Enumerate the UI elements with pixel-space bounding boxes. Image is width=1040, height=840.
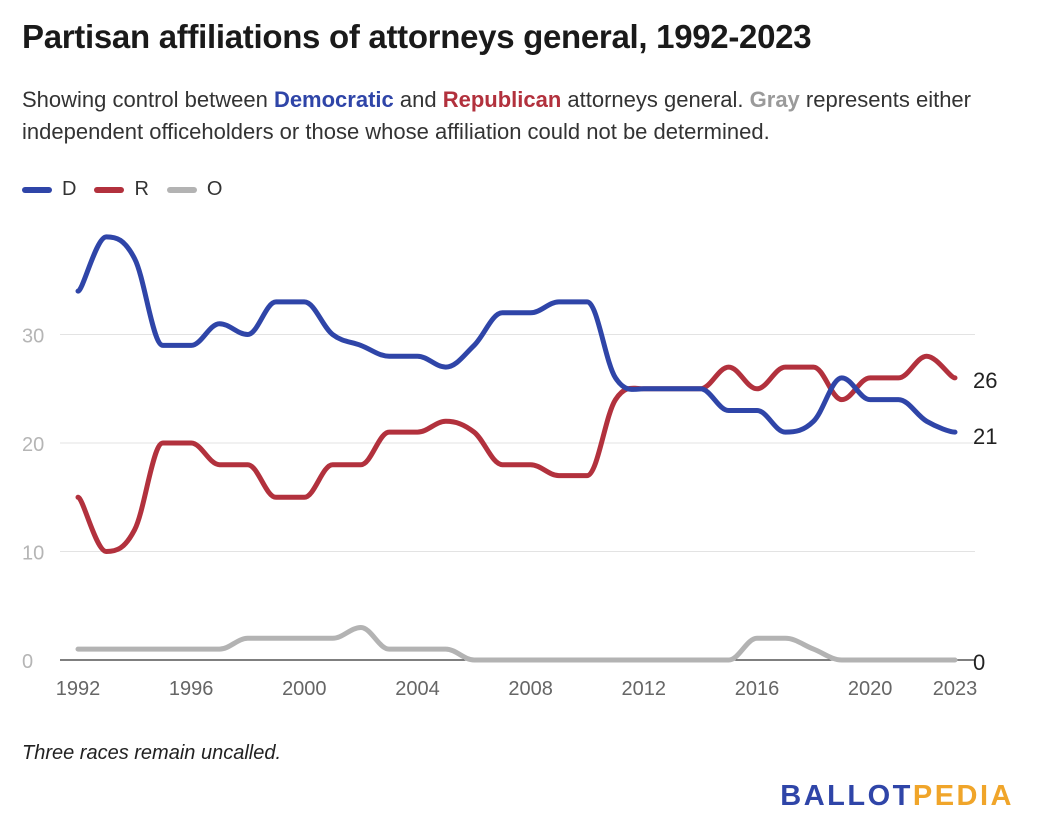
y-tick-label-10: 10: [22, 543, 44, 565]
x-tick-label-2004: 2004: [395, 678, 440, 700]
y-tick-label-0: 0: [22, 651, 33, 673]
ballotpedia-logo: BALLOTPEDIA: [780, 780, 1014, 813]
subtitle-republican: Republican: [442, 87, 562, 112]
x-tick-label-2008: 2008: [508, 678, 553, 700]
subtitle-text-4: represents either independent officehold…: [22, 87, 971, 144]
series-line-r: [75, 353, 958, 554]
chart-legend: D R O: [22, 178, 240, 201]
legend-item-r: R: [94, 178, 149, 201]
end-label-21: 21: [973, 424, 997, 449]
legend-item-o: O: [166, 178, 223, 201]
x-tick-label-2016: 2016: [735, 678, 780, 700]
x-tick-label-2020: 2020: [848, 678, 893, 700]
legend-swatch-r: [94, 186, 125, 193]
legend-label-r: R: [134, 178, 149, 200]
y-tick-label-20: 20: [22, 434, 44, 456]
legend-swatch-o: [166, 186, 197, 193]
series-line-o: [75, 625, 958, 663]
subtitle-text-1: Showing control between: [22, 87, 274, 112]
legend-label-d: D: [62, 178, 77, 200]
end-label-0: 0: [973, 650, 985, 675]
footnote: Three races remain uncalled.: [22, 742, 282, 764]
end-label-26: 26: [973, 368, 997, 393]
subtitle-text-2: and: [393, 87, 443, 112]
chart-subtitle: Showing control between Democratic and R…: [22, 84, 1022, 148]
logo-part-pedia: PEDIA: [912, 780, 1014, 812]
subtitle-text-3: attorneys general.: [561, 87, 750, 112]
x-tick-label-2023: 2023: [933, 678, 978, 700]
x-tick-label-1996: 1996: [169, 678, 214, 700]
logo-part-ballot: BALLOT: [780, 780, 913, 812]
line-chart: 0 10 20 30 1992 1996 2000 2004 2008 2012 2016 2020 2…: [22, 234, 997, 700]
legend-label-o: O: [206, 178, 223, 200]
legend-item-d: D: [22, 178, 76, 201]
series-line-d: [75, 234, 958, 435]
page-title: Partisan affiliations of attorneys gener…: [22, 18, 812, 55]
y-tick-label-30: 30: [22, 326, 44, 348]
x-tick-label-1992: 1992: [56, 678, 101, 700]
x-tick-label-2000: 2000: [282, 678, 327, 700]
legend-swatch-d: [22, 186, 52, 193]
x-tick-label-2012: 2012: [622, 678, 667, 700]
subtitle-democratic: Democratic: [273, 87, 394, 112]
subtitle-gray: Gray: [749, 87, 800, 112]
